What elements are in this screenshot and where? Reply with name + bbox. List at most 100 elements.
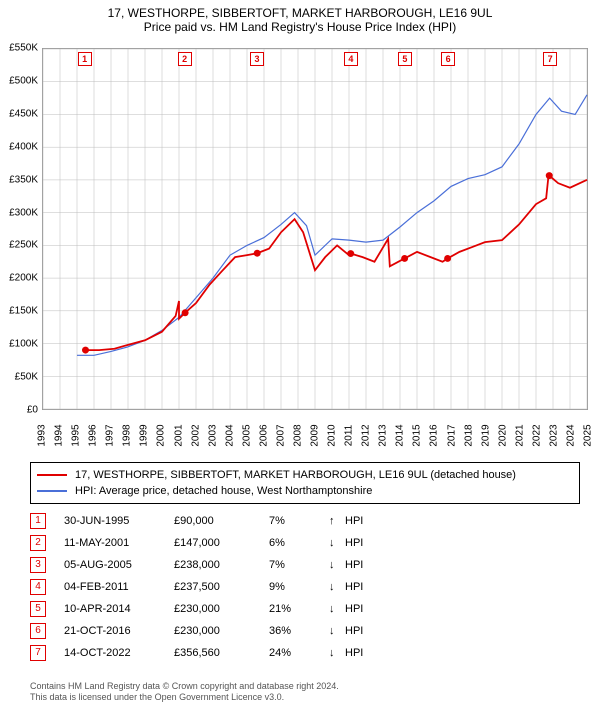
y-tick-label: £100K [9,339,38,350]
transaction-pct: 9% [269,581,329,593]
y-tick-label: £350K [9,174,38,185]
x-tick-label: 1999 [139,424,150,446]
transaction-pct: 6% [269,537,329,549]
transaction-date: 21-OCT-2016 [64,625,174,637]
transaction-pct: 36% [269,625,329,637]
legend-item-hpi: HPI: Average price, detached house, West… [37,483,573,499]
transaction-row: 2 11-MAY-2001£147,0006%↓HPI [30,532,580,554]
footer: Contains HM Land Registry data © Crown c… [30,681,339,704]
transaction-date: 11-MAY-2001 [64,537,174,549]
transaction-tag: HPI [345,647,375,659]
x-tick-label: 1998 [122,424,133,446]
transaction-row: 3 05-AUG-2005£238,0007%↓HPI [30,554,580,576]
transaction-date: 04-FEB-2011 [64,581,174,593]
transaction-tag: HPI [345,559,375,571]
x-tick-label: 2025 [583,424,594,446]
transaction-index: 3 [30,557,46,573]
plot-svg [43,49,587,409]
y-tick-label: £300K [9,207,38,218]
transaction-row: 7 14-OCT-2022£356,56024%↓HPI [30,642,580,664]
x-tick-label: 2019 [480,424,491,446]
x-tick-label: 2009 [310,424,321,446]
arrow-icon: ↓ [329,537,345,549]
transaction-tag: HPI [345,515,375,527]
transactions-table: 130-JUN-1995£90,0007%↑HPI 2 11-MAY-2001£14… [30,510,580,664]
x-tick-label: 2022 [531,424,542,446]
transaction-index: 2 [30,535,46,551]
plot-area: £0£50K£100K£150K£200K£250K£300K£350K£400… [42,48,588,410]
x-tick-label: 2018 [463,424,474,446]
x-tick-label: 2013 [378,424,389,446]
legend-label-property: 17, WESTHORPE, SIBBERTOFT, MARKET HARBOR… [75,469,516,481]
transaction-date: 05-AUG-2005 [64,559,174,571]
x-tick-label: 2020 [497,424,508,446]
sale-marker-2: 2 [178,52,192,66]
x-tick-label: 1996 [88,424,99,446]
x-tick-label: 2000 [156,424,167,446]
y-axis-labels: £0£50K£100K£150K£200K£250K£300K£350K£400… [0,48,40,410]
y-tick-label: £200K [9,273,38,284]
transaction-price: £238,000 [174,559,269,571]
transaction-pct: 7% [269,515,329,527]
transaction-date: 10-APR-2014 [64,603,174,615]
transaction-index: 4 [30,579,46,595]
arrow-icon: ↓ [329,647,345,659]
arrow-icon: ↓ [329,559,345,571]
x-tick-label: 2024 [565,424,576,446]
sale-marker-6: 6 [441,52,455,66]
transaction-date: 14-OCT-2022 [64,647,174,659]
x-tick-label: 2011 [344,425,355,447]
transaction-pct: 21% [269,603,329,615]
legend-item-property: 17, WESTHORPE, SIBBERTOFT, MARKET HARBOR… [37,467,573,483]
arrow-icon: ↓ [329,581,345,593]
transaction-price: £147,000 [174,537,269,549]
transaction-date: 30-JUN-1995 [64,515,174,527]
y-tick-label: £550K [9,43,38,54]
transaction-tag: HPI [345,603,375,615]
legend: 17, WESTHORPE, SIBBERTOFT, MARKET HARBOR… [30,462,580,504]
x-tick-label: 2003 [207,424,218,446]
footer-copyright: Contains HM Land Registry data © Crown c… [30,681,339,693]
transaction-price: £237,500 [174,581,269,593]
transaction-price: £230,000 [174,625,269,637]
x-tick-label: 2008 [292,424,303,446]
chart-title: 17, WESTHORPE, SIBBERTOFT, MARKET HARBOR… [0,0,600,20]
x-tick-label: 2014 [395,424,406,446]
transaction-index: 7 [30,645,46,661]
x-tick-label: 2002 [190,424,201,446]
x-tick-label: 2016 [429,424,440,446]
y-tick-label: £50K [15,372,38,383]
transaction-pct: 7% [269,559,329,571]
y-tick-label: £500K [9,75,38,86]
transaction-row: 4 04-FEB-2011£237,5009%↓HPI [30,576,580,598]
arrow-icon: ↓ [329,603,345,615]
legend-swatch-blue [37,490,67,492]
transaction-price: £356,560 [174,647,269,659]
transaction-pct: 24% [269,647,329,659]
transaction-index: 5 [30,601,46,617]
transaction-price: £230,000 [174,603,269,615]
sale-marker-7: 7 [543,52,557,66]
x-tick-label: 2004 [224,424,235,446]
x-tick-label: 2007 [275,424,286,446]
y-tick-label: £150K [9,306,38,317]
y-tick-label: £400K [9,141,38,152]
y-tick-label: £0 [27,405,38,416]
transaction-tag: HPI [345,625,375,637]
arrow-icon: ↓ [329,625,345,637]
transaction-tag: HPI [345,581,375,593]
x-tick-label: 1993 [37,424,48,446]
legend-label-hpi: HPI: Average price, detached house, West… [75,485,372,497]
transaction-row: 5 10-APR-2014£230,00021%↓HPI [30,598,580,620]
x-tick-label: 2006 [258,424,269,446]
transaction-index: 6 [30,623,46,639]
x-tick-label: 1994 [54,424,65,446]
transaction-tag: HPI [345,537,375,549]
x-tick-label: 2005 [241,424,252,446]
x-tick-label: 1995 [71,424,82,446]
transaction-price: £90,000 [174,515,269,527]
footer-licence: This data is licensed under the Open Gov… [30,692,339,704]
sale-marker-5: 5 [398,52,412,66]
transaction-row: 130-JUN-1995£90,0007%↑HPI [30,510,580,532]
x-tick-label: 2017 [446,424,457,446]
